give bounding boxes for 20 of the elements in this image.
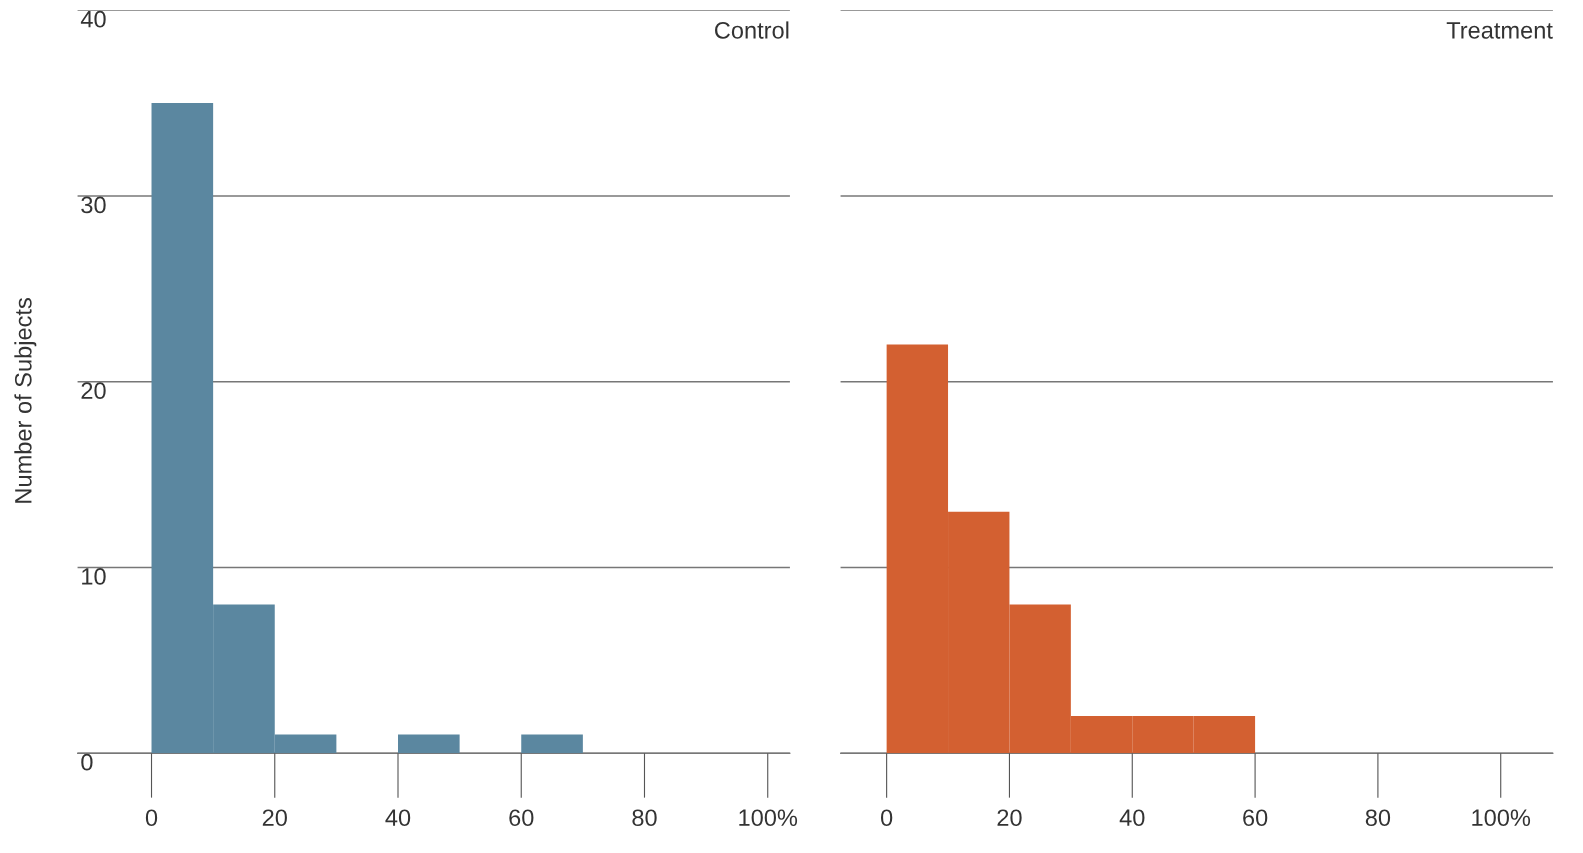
y-axis-title: Number of Subjects [14,298,37,503]
chart-title: Control [715,21,789,39]
x-tick-label: 100% [739,809,798,827]
x-tick-label: 20 [997,809,1022,827]
y-tick-label: 10 [82,568,106,585]
y-tick-label: 40 [80,10,106,28]
y-tick-label: 30 [81,196,106,214]
y-tick-label: 0 [81,753,93,771]
x-tick-label: 100% [1472,809,1531,827]
x-tick-label: 80 [1365,809,1391,827]
x-tick-label: 80 [632,809,657,827]
x-tick-label: 20 [262,809,287,827]
x-tick-label: 0 [880,809,893,827]
x-tick-label: 60 [509,809,534,827]
x-tick-label: 0 [145,809,158,827]
chart-title: Treatment [1446,22,1553,39]
y-tick-label: 20 [81,382,106,400]
x-tick-label: 40 [1119,809,1145,827]
x-tick-label: 40 [385,809,411,827]
x-tick-label: 60 [1243,809,1268,827]
